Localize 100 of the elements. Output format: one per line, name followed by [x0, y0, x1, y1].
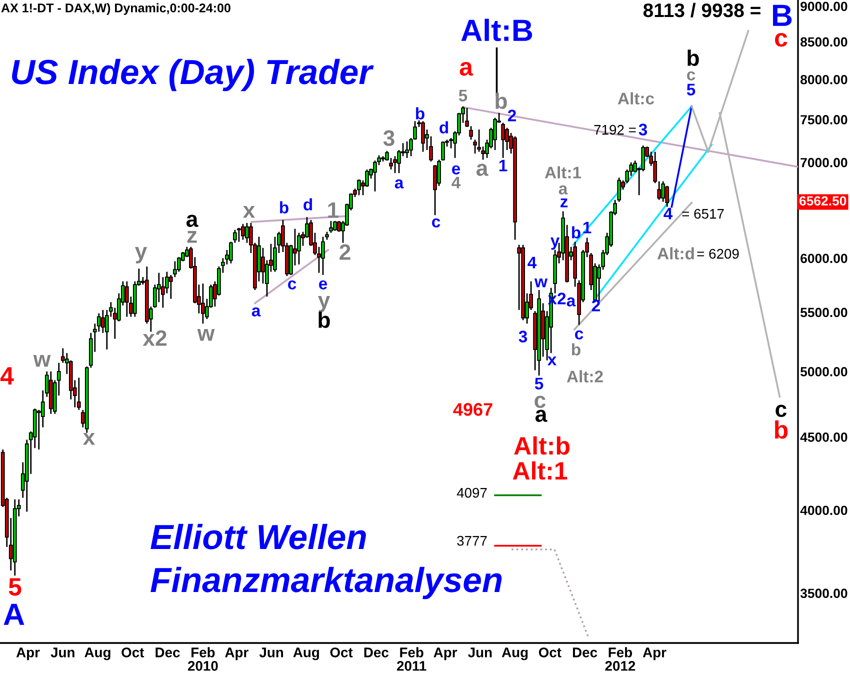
annotation: y	[134, 247, 148, 264]
annotation: 4	[664, 208, 673, 220]
y-tick-label: 8500.00	[800, 37, 848, 47]
annotation: 4097	[456, 488, 487, 498]
annotation: 5	[686, 84, 696, 96]
annotation: 5	[458, 90, 468, 102]
annotation: 2	[592, 300, 600, 312]
annotation: a	[186, 214, 198, 227]
annotation: b	[688, 50, 699, 66]
annotation: b	[280, 201, 288, 214]
annotation: Alt:1	[544, 166, 582, 178]
annotation: w	[534, 278, 548, 288]
annotation: d	[304, 198, 312, 210]
annotation: Finanzmarktanalysen	[150, 566, 502, 600]
x-tick-label: Apr	[16, 648, 40, 660]
annotation: B	[773, 4, 792, 26]
annotation: Elliott Wellen	[150, 524, 366, 550]
annotation: b	[416, 107, 424, 120]
x-tick-label: Oct	[122, 648, 144, 658]
x-tick-label: Dec	[156, 648, 180, 658]
annotation: y	[318, 296, 330, 312]
text: US Index (Day) Trader	[12, 58, 374, 92]
annotation: 8113 / 9938 =	[643, 2, 760, 18]
annotation: 3	[638, 124, 648, 136]
annotation: 3	[518, 330, 528, 342]
annotation: b	[496, 92, 507, 109]
annotation: 2	[340, 244, 350, 260]
annotation: c	[775, 33, 788, 47]
annotation: c	[288, 280, 296, 290]
x-tick-label: Aug	[84, 648, 110, 660]
y-tick-label: 5500.00	[800, 308, 848, 318]
annotation: b	[572, 343, 580, 356]
x-tick-label: Dec	[364, 648, 388, 658]
annotation: 2	[508, 110, 516, 122]
annotation: Alt:c	[618, 92, 654, 104]
annotation: 5	[8, 578, 22, 596]
annotation: w	[197, 329, 215, 341]
annotation: z	[187, 231, 197, 243]
annotation: Alt:B	[461, 18, 532, 42]
annotation: e	[452, 165, 460, 174]
annotation: 5	[534, 378, 544, 390]
annotation: c	[575, 330, 584, 340]
annotation: 4	[528, 256, 537, 268]
annotation: 4967	[453, 403, 492, 416]
annotation: b	[775, 420, 788, 439]
annotation: = 6517	[682, 208, 724, 219]
y-tick-label: 7500.00	[800, 115, 848, 124]
x-tick-label: Jun	[259, 648, 284, 658]
annotation: x	[242, 206, 256, 218]
annotation: Alt:1	[512, 461, 568, 480]
y-tick-label: 5000.00	[800, 367, 848, 376]
annotation: A	[4, 604, 24, 625]
annotation: 4	[452, 176, 461, 188]
annotation: a	[476, 164, 488, 176]
x-tick-label: Aug	[293, 648, 319, 660]
x-tick-label: Apr	[642, 648, 666, 660]
x-tick-label: Jun	[50, 648, 74, 658]
annotation: 7192 =	[594, 124, 636, 135]
annotation: a	[252, 307, 261, 316]
annotation: x	[82, 433, 96, 445]
annotation: c	[432, 218, 440, 228]
annotation: w	[33, 355, 51, 367]
annotation: Alt:2	[566, 370, 603, 382]
annotation: 4	[0, 367, 14, 384]
annotation: b	[572, 226, 580, 238]
y-tick-label: 8000.00	[800, 74, 848, 84]
annotation: y	[550, 238, 560, 250]
annotation: Alt:d	[657, 247, 694, 260]
annotation: a	[394, 179, 404, 188]
annotation: 1	[499, 160, 508, 172]
y-tick-label: 4500.00	[800, 432, 848, 442]
x-tick-label: Aug	[502, 648, 528, 660]
annotation: = 6209	[697, 248, 739, 259]
x-tick-label: Oct	[330, 648, 353, 658]
y-tick-label: 3500.00	[800, 588, 848, 598]
x-tick-label: Jun	[468, 648, 492, 658]
x-tick-label: Apr	[225, 648, 248, 660]
annotation: x	[547, 356, 557, 366]
annotation: a	[460, 62, 474, 76]
annotation: x2	[142, 330, 166, 346]
annotation: c	[776, 404, 787, 417]
x-tick-label: Feb 2011	[396, 647, 426, 671]
annotation: b	[318, 312, 330, 328]
annotation: 3777	[457, 536, 487, 546]
annotation: 1	[328, 202, 339, 218]
annotation: c	[534, 396, 546, 408]
annotation: a	[566, 297, 576, 306]
x-tick-label: Oct	[538, 648, 562, 658]
annotation: c	[687, 71, 696, 80]
annotation: d	[440, 121, 448, 134]
chart-subtitle: AX 1!-DT - DAX,W) Dynamic,0:00-24:00	[1, 3, 230, 15]
annotation: z	[560, 198, 568, 208]
x-tick-label: Apr	[434, 648, 458, 660]
y-tick-label: 9000.00	[800, 2, 848, 12]
x-tick-label: Feb 2010	[188, 647, 218, 671]
annotation: e	[319, 280, 328, 290]
annotation: a	[535, 410, 548, 422]
y-tick-label: 4000.00	[800, 506, 848, 516]
annotation: Alt:b	[514, 436, 570, 455]
annotation: a	[558, 185, 568, 194]
